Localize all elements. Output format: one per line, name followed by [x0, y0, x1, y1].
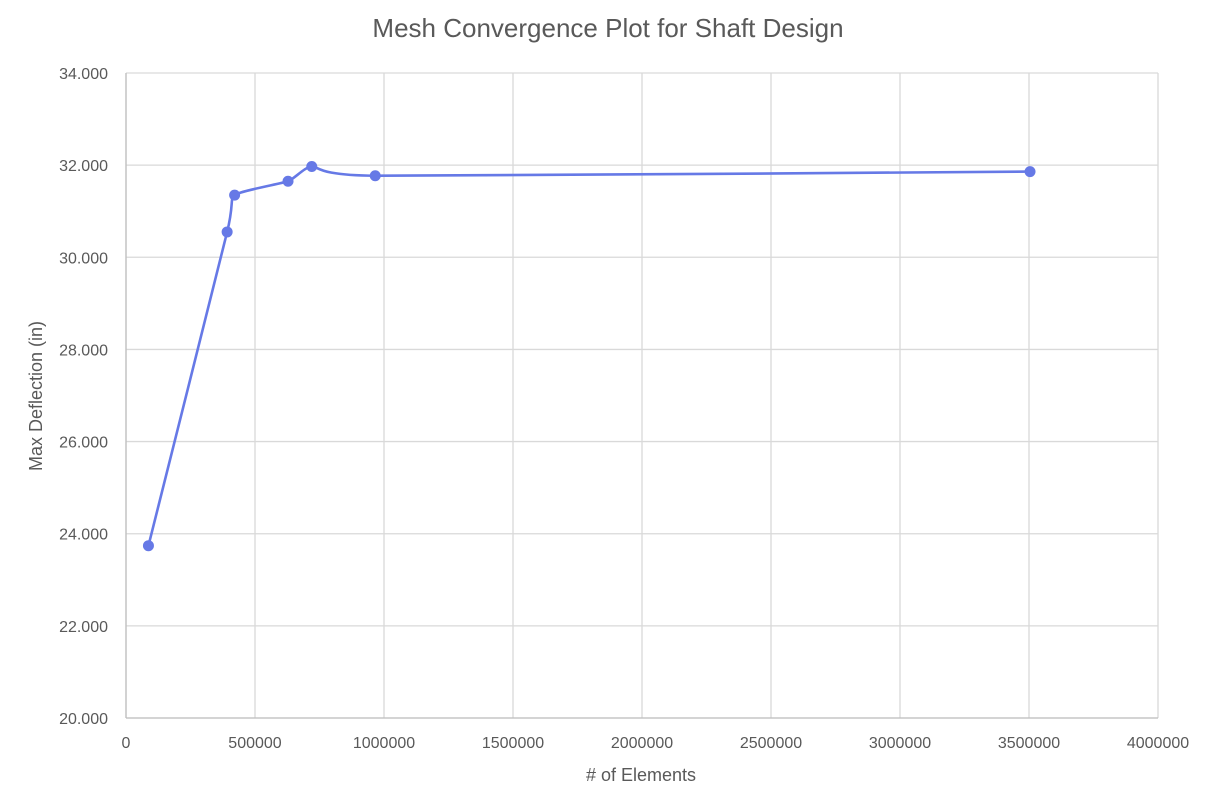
y-tick-label: 20.000: [59, 711, 108, 728]
x-tick-label: 4000000: [1127, 735, 1189, 752]
x-tick-label: 3500000: [998, 735, 1060, 752]
y-tick-label: 32.000: [59, 158, 108, 175]
data-point: [306, 161, 318, 173]
x-tick-label: 2500000: [740, 735, 802, 752]
chart-title: Mesh Convergence Plot for Shaft Design: [372, 13, 843, 43]
data-point: [229, 189, 241, 201]
data-point: [142, 540, 154, 552]
data-point: [1024, 166, 1036, 178]
x-tick-label: 2000000: [611, 735, 673, 752]
x-tick-label: 0: [122, 735, 131, 752]
x-tick-label: 500000: [228, 735, 281, 752]
data-point: [369, 170, 381, 182]
y-tick-label: 22.000: [59, 619, 108, 636]
x-tick-label: 1500000: [482, 735, 544, 752]
y-tick-label: 34.000: [59, 66, 108, 83]
y-axis-label: Max Deflection (in): [26, 321, 46, 471]
y-tick-label: 26.000: [59, 435, 108, 452]
data-point: [221, 226, 233, 238]
x-axis-label: # of Elements: [586, 765, 696, 785]
y-axis-ticks: 20.000 22.000 24.000 26.000 28.000 30.000 32.0…: [59, 66, 108, 728]
series-line: [147, 165, 1031, 547]
y-tick-label: 24.000: [59, 527, 108, 544]
x-tick-label: 1000000: [353, 735, 415, 752]
y-tick-label: 30.000: [59, 250, 108, 267]
gridlines: [125, 72, 1159, 719]
y-tick-label: 28.000: [59, 342, 108, 359]
axes: [125, 73, 1158, 719]
x-tick-label: 3000000: [869, 735, 931, 752]
data-point: [282, 175, 294, 187]
x-axis-ticks: 0 500000 1000000 1500000 2000000 2500000 30000…: [122, 735, 1190, 752]
series-group: [142, 161, 1036, 552]
